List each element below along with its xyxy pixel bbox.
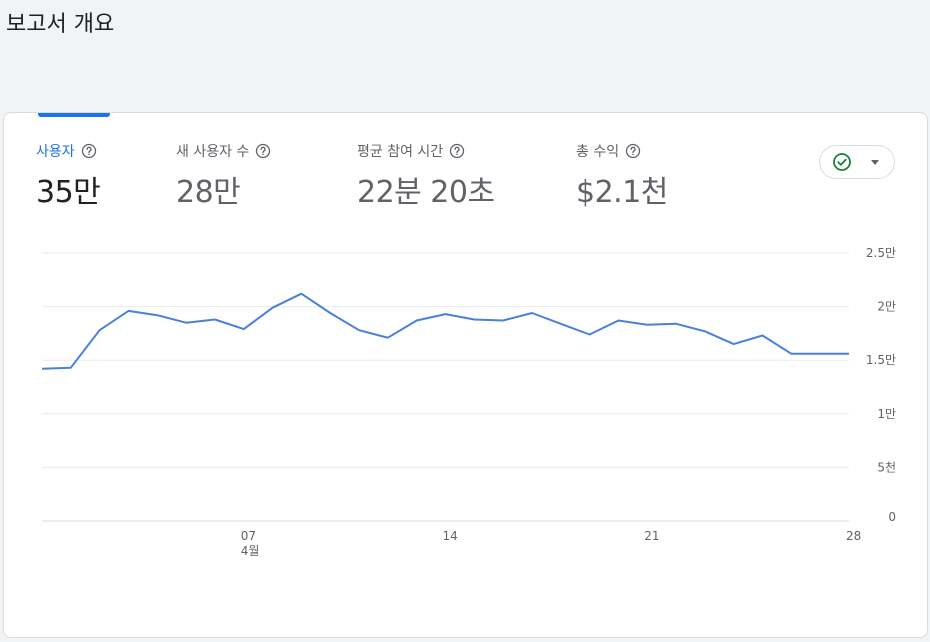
report-overview-card: 사용자 35만 새 사용자 수 28만 평균 참여 시간 xyxy=(3,112,928,638)
metric-tab-total-revenue[interactable]: 총 수익 $2.1천 xyxy=(576,141,668,211)
compare-dropdown[interactable] xyxy=(819,145,895,179)
help-icon[interactable] xyxy=(625,143,641,159)
help-icon[interactable] xyxy=(81,143,97,159)
y-tick-label: 1만 xyxy=(877,407,896,421)
y-tick-label: 2.5만 xyxy=(866,246,896,260)
x-tick-label: 28 xyxy=(846,529,861,543)
help-icon[interactable] xyxy=(449,143,465,159)
y-tick-label: 2만 xyxy=(877,300,896,314)
metric-label-avg-engagement-time: 평균 참여 시간 xyxy=(357,144,444,160)
check-circle-icon xyxy=(833,153,851,171)
metric-tab-new-users[interactable]: 새 사용자 수 28만 xyxy=(176,141,271,211)
metric-value-avg-engagement-time: 22분 20초 xyxy=(357,175,495,210)
y-tick-label: 0 xyxy=(888,510,896,524)
page-title: 보고서 개요 xyxy=(6,12,115,37)
metric-label-users: 사용자 xyxy=(36,144,75,160)
x-tick-label: 21 xyxy=(644,529,659,543)
metric-tab-avg-engagement-time[interactable]: 평균 참여 시간 22분 20초 xyxy=(357,141,495,211)
y-tick-label: 5천 xyxy=(877,459,896,474)
help-icon[interactable] xyxy=(255,143,271,159)
metric-label-new-users: 새 사용자 수 xyxy=(176,144,250,160)
metric-value-new-users: 28만 xyxy=(176,175,241,210)
active-tab-indicator xyxy=(38,113,110,117)
caret-down-icon xyxy=(871,160,879,165)
metric-tab-users[interactable]: 사용자 35만 xyxy=(36,141,101,211)
y-tick-label: 1.5만 xyxy=(866,353,896,367)
x-tick-sublabel: 4월 xyxy=(241,544,260,558)
series-line-0 xyxy=(41,292,849,370)
metric-value-total-revenue: $2.1천 xyxy=(576,175,668,210)
metric-value-users: 35만 xyxy=(36,175,101,210)
x-tick-label: 14 xyxy=(443,529,458,543)
metric-label-total-revenue: 총 수익 xyxy=(576,144,620,160)
x-tick-label: 07 xyxy=(241,529,256,543)
